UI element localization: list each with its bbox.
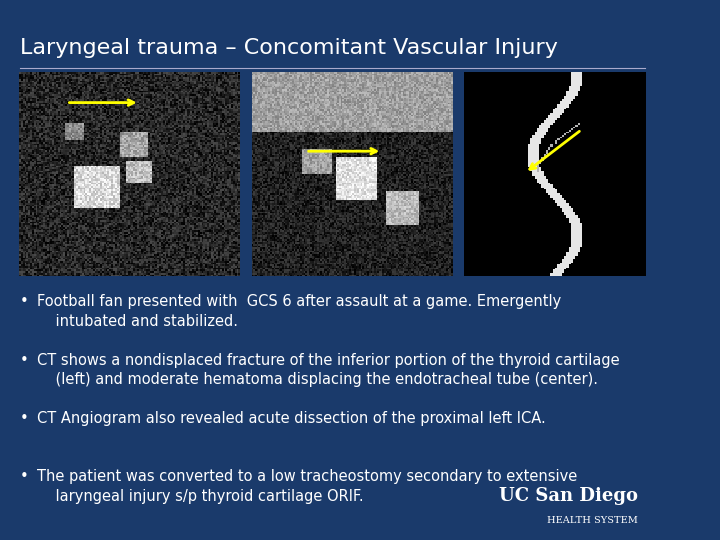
Text: •: • [20, 294, 29, 309]
Bar [465, 73, 644, 275]
Text: Football fan presented with  GCS 6 after assault at a game. Emergently
    intub: Football fan presented with GCS 6 after … [37, 294, 561, 329]
Text: UC San Diego: UC San Diego [499, 487, 638, 505]
Text: HEALTH SYSTEM: HEALTH SYSTEM [547, 516, 638, 525]
Text: •: • [20, 469, 29, 484]
Text: CT shows a nondisplaced fracture of the inferior portion of the thyroid cartilag: CT shows a nondisplaced fracture of the … [37, 353, 619, 387]
Text: Laryngeal trauma – Concomitant Vascular Injury: Laryngeal trauma – Concomitant Vascular … [20, 38, 558, 58]
Text: •: • [20, 353, 29, 368]
Text: •: • [20, 411, 29, 426]
Bar [20, 73, 239, 275]
Text: CT Angiogram also revealed acute dissection of the proximal left ICA.: CT Angiogram also revealed acute dissect… [37, 411, 545, 426]
Text: The patient was converted to a low tracheostomy secondary to extensive
    laryn: The patient was converted to a low trach… [37, 469, 577, 504]
Bar [253, 73, 452, 275]
